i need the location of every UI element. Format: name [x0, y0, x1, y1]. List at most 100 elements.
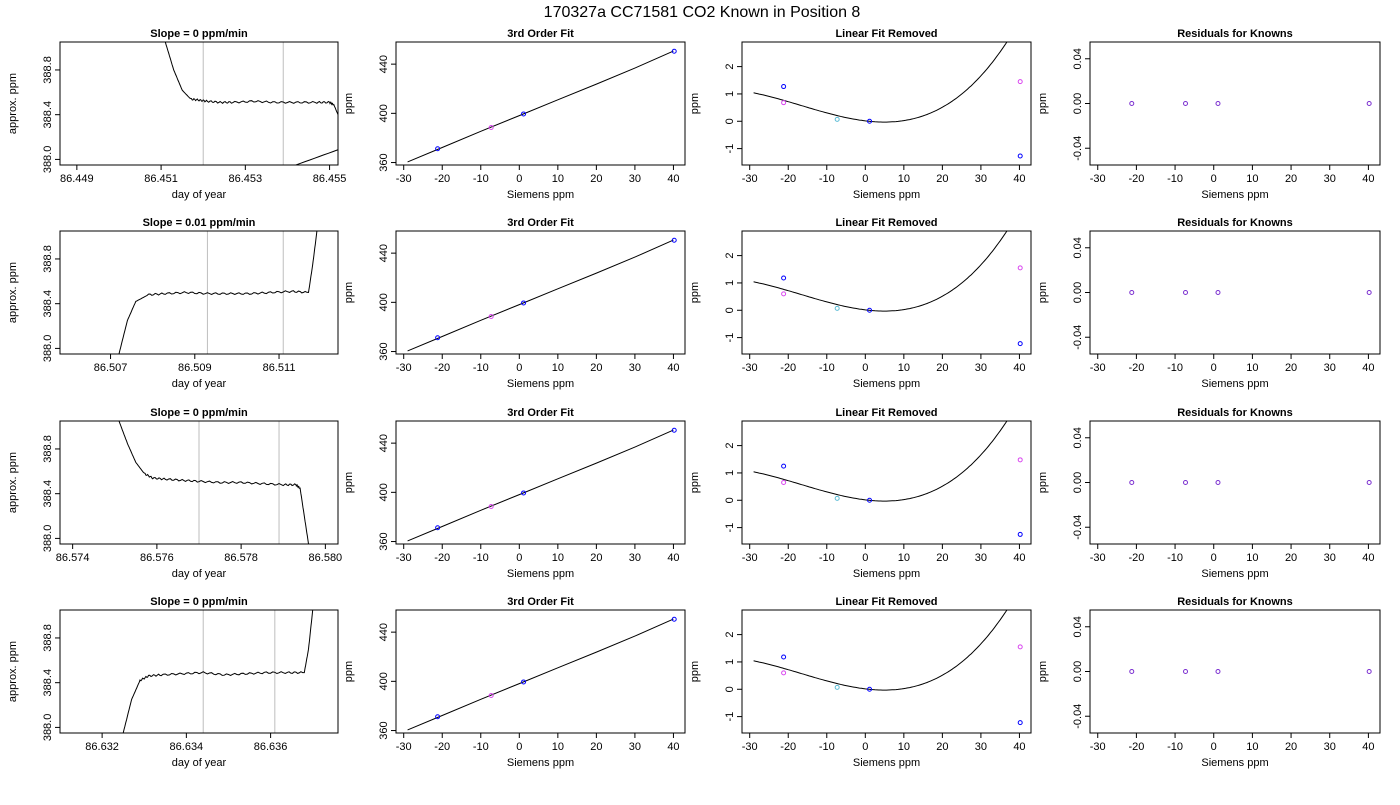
x-tick-label: -30 [396, 362, 412, 374]
plot-area [753, 610, 1023, 726]
x-tick-label: 30 [629, 173, 641, 185]
x-tick-label: 0 [516, 173, 522, 185]
x-tick-label: 0 [516, 741, 522, 753]
x-tick-label: 30 [975, 362, 987, 374]
raw-point [1017, 79, 1023, 85]
panel-3-4: Residuals for Knowns -30 -20 -10 0 10 20 30 40 -0… [1037, 407, 1381, 580]
raw-point [781, 100, 787, 106]
x-tick-label: 30 [1324, 741, 1336, 753]
x-tick-label: 30 [629, 552, 641, 564]
y-tick-label: 388.0 [42, 525, 54, 553]
x-tick-label: 10 [552, 362, 564, 374]
y-axis-label: ppm [689, 661, 701, 682]
residual-point [1129, 669, 1135, 674]
plot-area [118, 231, 318, 354]
raw-point [781, 291, 787, 297]
y-tick-label: 400 [378, 672, 390, 690]
plot-frame [59, 230, 339, 355]
y-axis-label: ppm [689, 282, 701, 303]
x-tick-label: -20 [434, 173, 450, 185]
plot-area [753, 42, 1023, 159]
plot-frame [395, 41, 686, 166]
x-tick-label: 40 [1362, 173, 1374, 185]
panel-title: Residuals for Knowns [1177, 407, 1293, 419]
known-point [1017, 341, 1023, 347]
x-tick-label: 86.509 [178, 362, 212, 374]
x-tick-label: 40 [1362, 741, 1374, 753]
panel-title: Linear Fit Removed [835, 28, 937, 40]
fit-point [521, 111, 527, 117]
plot-frame [741, 230, 1032, 355]
residual-point [1129, 480, 1135, 485]
fit-point [488, 692, 494, 698]
residual-point [1366, 669, 1372, 674]
residual-point [1129, 101, 1135, 106]
panel-title: Linear Fit Removed [835, 407, 937, 419]
x-tick-label: -10 [819, 552, 835, 564]
panel-title: Slope = 0 ppm/min [150, 28, 248, 40]
residual-point [1215, 101, 1221, 106]
y-tick-label: -0.04 [1072, 704, 1084, 729]
y-axis-label: approx. ppm [7, 73, 19, 134]
fit-point [435, 714, 441, 720]
y-tick-label: 360 [378, 532, 390, 550]
known-point [1017, 720, 1023, 726]
y-axis-label: ppm [343, 661, 355, 682]
fit-point [435, 525, 441, 531]
x-tick-label: 20 [590, 552, 602, 564]
panel-title: 3rd Order Fit [507, 28, 574, 40]
y-tick-label: 0.04 [1072, 427, 1084, 448]
x-tick-label: 10 [552, 173, 564, 185]
panel-title: Residuals for Knowns [1177, 596, 1293, 608]
plot-area [122, 610, 314, 733]
panel-2-1: Slope = 0.01 ppm/min 86.507 86.509 86.511 38… [7, 217, 339, 390]
residual-point [1183, 669, 1189, 674]
y-tick-label: 388.0 [42, 714, 54, 742]
x-tick-label: 30 [629, 741, 641, 753]
plot-frame [741, 420, 1032, 545]
known-point [1017, 153, 1023, 159]
residual-point [1215, 290, 1221, 295]
x-tick-label: -20 [1128, 741, 1144, 753]
x-tick-label: 0 [1211, 362, 1217, 374]
x-tick-label: 0 [862, 362, 868, 374]
known-point [834, 116, 840, 122]
known-point [781, 275, 787, 281]
known-point [867, 307, 873, 313]
x-axis-label: Siemens ppm [1201, 568, 1268, 580]
y-tick-label: 2 [724, 632, 736, 638]
x-tick-label: 40 [1362, 362, 1374, 374]
panel-title: Slope = 0 ppm/min [150, 407, 248, 419]
y-tick-label: 0.00 [1072, 93, 1084, 114]
y-tick-label: 0.00 [1072, 661, 1084, 682]
x-tick-label: 0 [862, 741, 868, 753]
x-tick-label: 10 [898, 552, 910, 564]
raw-point [1017, 644, 1023, 650]
x-tick-label: -10 [473, 173, 489, 185]
x-tick-label: 10 [898, 362, 910, 374]
panel-4-2: 3rd Order Fit -30 -20 -10 0 10 20 30 40 360 400 440… [343, 596, 686, 769]
plot-area [1129, 669, 1372, 674]
x-tick-label: 86.574 [56, 552, 90, 564]
x-tick-label: 20 [590, 741, 602, 753]
concentration-trace [164, 42, 338, 165]
x-tick-label: -30 [396, 552, 412, 564]
y-axis-label: approx. ppm [7, 262, 19, 323]
y-tick-label: 0 [724, 307, 736, 313]
x-tick-label: 0 [862, 552, 868, 564]
residual-point [1366, 290, 1372, 295]
x-tick-label: 0 [1211, 741, 1217, 753]
x-axis-label: day of year [172, 568, 227, 580]
y-tick-label: 400 [378, 104, 390, 122]
x-tick-label: -20 [434, 362, 450, 374]
x-tick-label: 40 [1013, 173, 1025, 185]
fit-curve [407, 50, 674, 163]
known-point [834, 495, 840, 501]
y-tick-label: 1 [724, 470, 736, 476]
y-tick-label: 0.04 [1072, 616, 1084, 637]
x-tick-label: -20 [434, 552, 450, 564]
x-axis-label: Siemens ppm [853, 568, 920, 580]
x-tick-label: -10 [1167, 741, 1183, 753]
x-tick-label: -30 [742, 173, 758, 185]
